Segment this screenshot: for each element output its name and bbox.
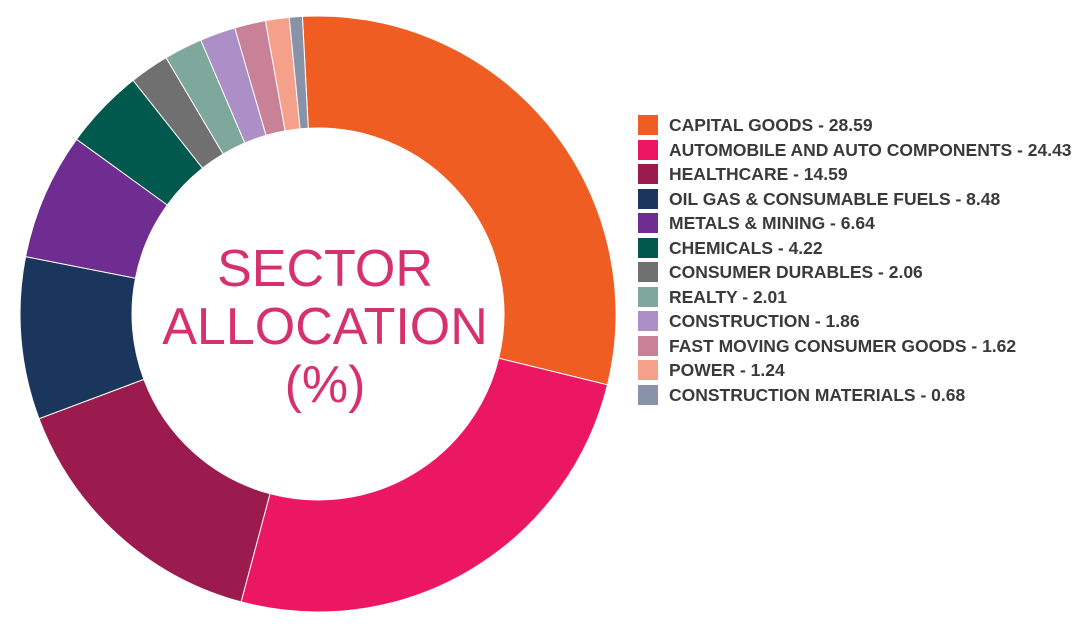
legend-swatch (638, 335, 658, 356)
legend-item: CAPITAL GOODS - 28.59 (638, 113, 1078, 138)
legend: CAPITAL GOODS - 28.59 AUTOMOBILE AND AUT… (638, 113, 1078, 407)
legend-label: CHEMICALS - 4.22 (669, 237, 823, 258)
donut-slice-capital-goods (301, 15, 617, 386)
legend-label: CAPITAL GOODS - 28.59 (669, 115, 873, 135)
legend-label: AUTOMOBILE AND AUTO COMPONENTS - 24.43 (669, 139, 1072, 160)
legend-item: HEALTHCARE - 14.59 (638, 162, 1078, 187)
legend-label: METALS & MINING - 6.64 (669, 213, 875, 233)
legend-swatch (638, 213, 658, 233)
legend-label: OIL GAS & CONSUMABLE FUELS - 8.48 (669, 188, 1001, 209)
legend-item: FAST MOVING CONSUMER GOODS - 1.62 (638, 334, 1078, 359)
legend-swatch (638, 164, 658, 184)
legend-item: CHEMICALS - 4.22 (638, 236, 1078, 261)
donut-slice-automobile-and-auto-components (240, 357, 609, 613)
legend-item: CONSTRUCTION - 1.86 (638, 309, 1078, 334)
legend-swatch (638, 311, 658, 331)
legend-swatch (638, 360, 658, 380)
donut-chart (19, 15, 617, 613)
legend-label: POWER - 1.24 (669, 360, 785, 380)
chart-title: SECTOR ALLOCATION (%) (160, 240, 490, 414)
legend-item: OIL GAS & CONSUMABLE FUELS - 8.48 (638, 187, 1078, 212)
legend-item: METALS & MINING - 6.64 (638, 211, 1078, 236)
donut-slice-construction-materials (288, 15, 309, 130)
legend-item: POWER - 1.24 (638, 358, 1078, 383)
chart-title-line-1: SECTOR (217, 240, 433, 298)
legend-item: CONSTRUCTION MATERIALS - 0.68 (638, 383, 1078, 408)
legend-label: HEALTHCARE - 14.59 (669, 164, 848, 184)
legend-swatch (638, 139, 658, 160)
legend-label: REALTY - 2.01 (669, 286, 787, 307)
legend-item: REALTY - 2.01 (638, 285, 1078, 310)
legend-swatch (638, 384, 658, 405)
legend-item: AUTOMOBILE AND AUTO COMPONENTS - 24.43 (638, 138, 1078, 163)
legend-label: CONSTRUCTION - 1.86 (669, 311, 860, 331)
legend-swatch (638, 286, 658, 307)
legend-label: CONSTRUCTION MATERIALS - 0.68 (669, 384, 966, 405)
legend-item: CONSUMER DURABLES - 2.06 (638, 260, 1078, 285)
legend-label: FAST MOVING CONSUMER GOODS - 1.62 (669, 335, 1017, 356)
legend-swatch (638, 262, 658, 282)
legend-swatch (638, 115, 658, 135)
legend-swatch (638, 188, 658, 209)
chart-title-line-3: (%) (284, 356, 366, 414)
legend-swatch (638, 237, 658, 258)
legend-label: CONSUMER DURABLES - 2.06 (669, 262, 923, 282)
chart-title-line-2: ALLOCATION (162, 298, 488, 356)
